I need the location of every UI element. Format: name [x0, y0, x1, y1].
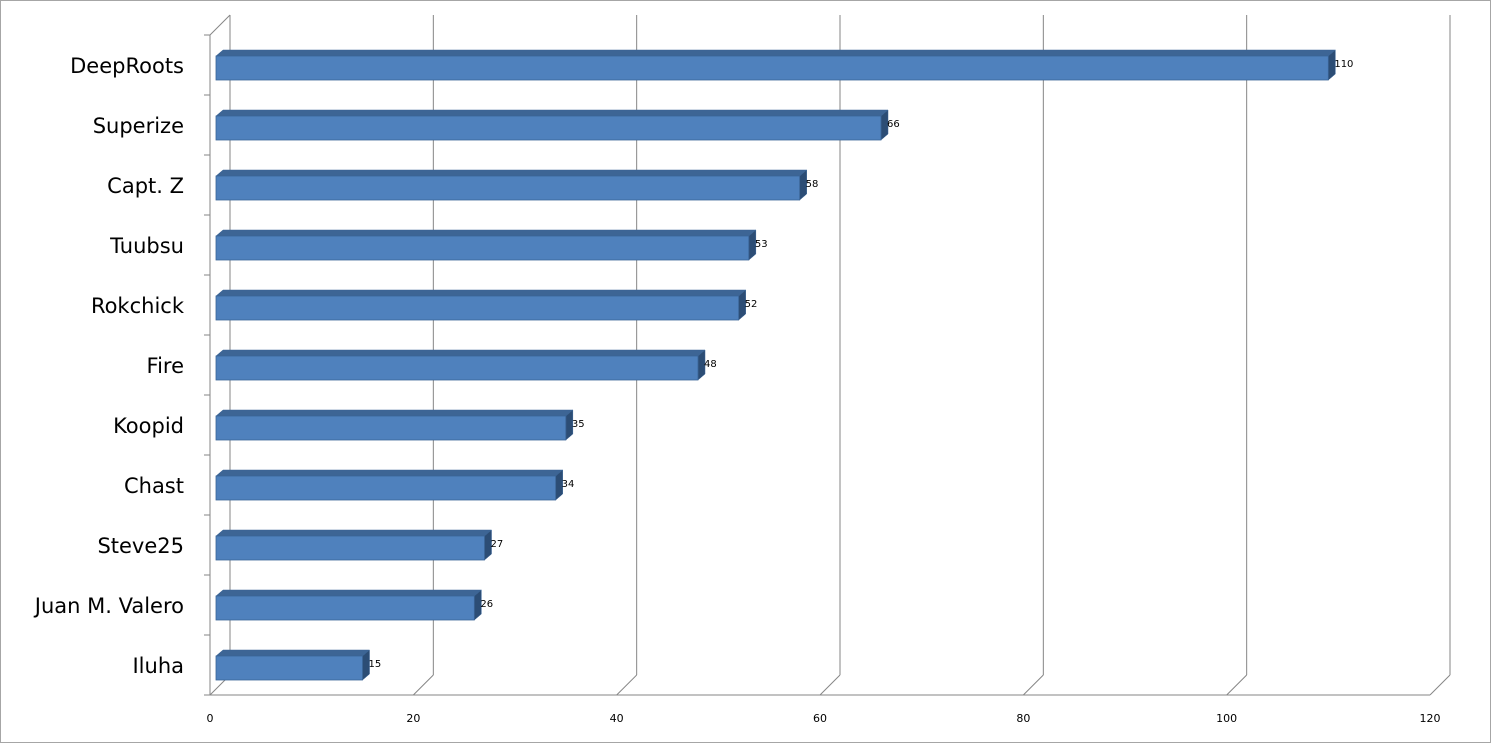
bar — [215, 529, 493, 561]
bar-top-face — [215, 409, 574, 417]
category-label: Capt. Z — [107, 174, 184, 198]
x-tick-label: 60 — [813, 712, 827, 725]
side-wall-top — [209, 14, 231, 36]
bar-front-face — [215, 55, 1329, 81]
x-tick-label: 80 — [1016, 712, 1030, 725]
data-label: 110 — [1334, 59, 1353, 70]
bar-top-face — [215, 109, 889, 117]
category-label: Iluha — [132, 654, 184, 678]
bar-front-face — [215, 115, 882, 141]
bar-top-face — [215, 529, 493, 537]
floor-gridline — [819, 674, 841, 696]
data-label: 35 — [572, 419, 585, 430]
category-label: Fire — [147, 354, 184, 378]
floor-gridline — [1022, 674, 1044, 696]
bar-front-face — [215, 595, 475, 621]
bar-front-face — [215, 655, 363, 681]
category-label: Superize — [93, 114, 184, 138]
bar — [215, 409, 574, 441]
x-tick-label: 40 — [610, 712, 624, 725]
data-label: 53 — [755, 239, 768, 250]
data-label: 34 — [562, 479, 575, 490]
floor-gridline — [1429, 674, 1451, 696]
category-label: Koopid — [113, 414, 184, 438]
data-label: 58 — [806, 179, 819, 190]
bar — [215, 349, 706, 381]
bar-top-face — [215, 349, 706, 357]
x-tick-label: 20 — [406, 712, 420, 725]
bar-front-face — [215, 535, 485, 561]
category-label: Steve25 — [97, 534, 184, 558]
x-tick-label: 0 — [207, 712, 214, 725]
floor-gridline — [616, 674, 638, 696]
data-label: 15 — [369, 659, 382, 670]
x-tick-label: 120 — [1420, 712, 1441, 725]
x-tick-label: 100 — [1216, 712, 1237, 725]
bar-top-face — [215, 229, 757, 237]
bar-top-face — [215, 589, 483, 597]
category-label: Rokchick — [91, 294, 185, 318]
bar-front-face — [215, 355, 699, 381]
floor-gridline — [1226, 674, 1248, 696]
data-label: 48 — [704, 359, 717, 370]
data-label: 27 — [491, 539, 504, 550]
data-label: 52 — [745, 299, 758, 310]
bar-top-face — [215, 49, 1337, 57]
bar — [215, 589, 483, 621]
category-label: Juan M. Valero — [33, 594, 184, 618]
bar — [215, 169, 808, 201]
bar — [215, 649, 371, 681]
bars — [215, 49, 1337, 681]
bar-top-face — [215, 469, 564, 477]
labels: 0 20 40 60 80 100 120 110 DeepRoots 66 Superize 58 C… — [33, 54, 1441, 725]
bar-front-face — [215, 475, 557, 501]
bar-front-face — [215, 415, 567, 441]
bar-top-face — [215, 169, 808, 177]
bar-front-face — [215, 235, 750, 261]
data-label: 66 — [887, 119, 900, 130]
bar-front-face — [215, 175, 801, 201]
bar-top-face — [215, 649, 371, 657]
category-label: Tuubsu — [109, 234, 184, 258]
bar — [215, 109, 889, 141]
category-label: Chast — [124, 474, 184, 498]
category-label: DeepRoots — [70, 54, 184, 78]
floor-gridline — [412, 674, 434, 696]
bar-front-face — [215, 295, 740, 321]
bar — [215, 49, 1337, 81]
bar — [215, 229, 757, 261]
bar — [215, 289, 747, 321]
bar — [215, 469, 564, 501]
axes — [204, 14, 1430, 696]
data-label: 26 — [480, 599, 493, 610]
bar-top-face — [215, 289, 747, 297]
